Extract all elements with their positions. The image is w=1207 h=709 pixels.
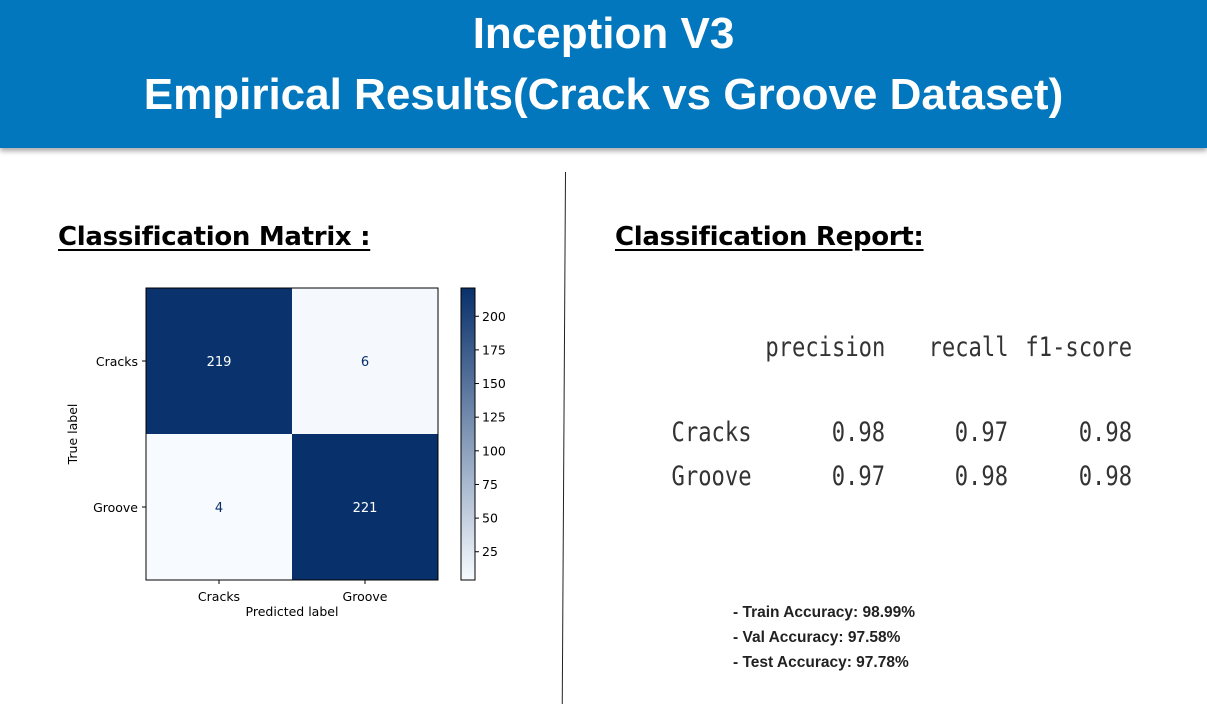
report-row-label: Groove	[671, 461, 752, 492]
matrix-cell-value: 221	[353, 501, 378, 516]
matrix-cell-value: 219	[207, 355, 232, 370]
classification-matrix-title: Classification Matrix :	[58, 222, 371, 252]
report-row-label: Cracks	[671, 417, 752, 448]
x-tick-label: Groove	[343, 589, 388, 604]
matrix-cell	[146, 434, 292, 580]
colorbar-tick-label: 50	[482, 511, 498, 526]
report-cell: 0.98	[1079, 417, 1133, 448]
report-cell: 0.97	[955, 417, 1009, 448]
report-header-precision: precision	[765, 332, 886, 363]
section-divider	[561, 171, 566, 704]
report-header-f1-score: f1-score	[1025, 332, 1133, 363]
accuracy-summary: - Train Accuracy: 98.99% - Val Accuracy:…	[733, 600, 915, 675]
header-banner: Inception V3 Empirical Results(Crack vs …	[0, 0, 1207, 148]
report-cell: 0.98	[955, 461, 1009, 492]
report-cell: 0.98	[1079, 461, 1133, 492]
y-tick-label: Groove	[93, 500, 138, 515]
report-cell: 0.98	[832, 417, 886, 448]
confusion-matrix-chart: 219 6 4 221 Cracks Groove Cracks Groove Predicte…	[65, 287, 506, 619]
page-subtitle: Empirical Results(Crack vs Groove Datase…	[143, 70, 1064, 119]
classification-report-title: Classification Report:	[615, 222, 924, 252]
colorbar	[460, 287, 476, 581]
colorbar-tick-label: 100	[482, 443, 506, 458]
matrix-cell-value: 4	[215, 501, 223, 516]
colorbar-tick-label: 25	[482, 544, 498, 559]
colorbar-tick-label: 125	[482, 410, 506, 425]
x-tick-label: Cracks	[198, 589, 240, 604]
colorbar-tick-label: 150	[482, 376, 506, 391]
test-accuracy: - Test Accuracy: 97.78%	[733, 654, 909, 671]
page-title: Inception V3	[472, 9, 735, 58]
matrix-cell	[292, 434, 438, 580]
x-axis-label: Predicted label	[246, 604, 339, 619]
val-accuracy: - Val Accuracy: 97.58%	[733, 629, 901, 646]
matrix-cell-value: 6	[361, 355, 369, 370]
colorbar-tick-label: 200	[482, 309, 506, 324]
matrix-cell	[146, 288, 292, 434]
classification-report-table: precision recall f1-score Cracks 0.98 0.…	[0, 0, 1133, 492]
train-accuracy: - Train Accuracy: 98.99%	[733, 604, 916, 621]
y-axis-label: True label	[65, 404, 80, 466]
colorbar-tick-label: 175	[482, 342, 506, 357]
report-header-recall: recall	[928, 332, 1009, 363]
matrix-frame	[145, 287, 439, 581]
y-tick-label: Cracks	[96, 354, 138, 369]
matrix-cell	[292, 288, 438, 434]
colorbar-tick-label: 75	[482, 477, 498, 492]
report-cell: 0.97	[832, 461, 886, 492]
